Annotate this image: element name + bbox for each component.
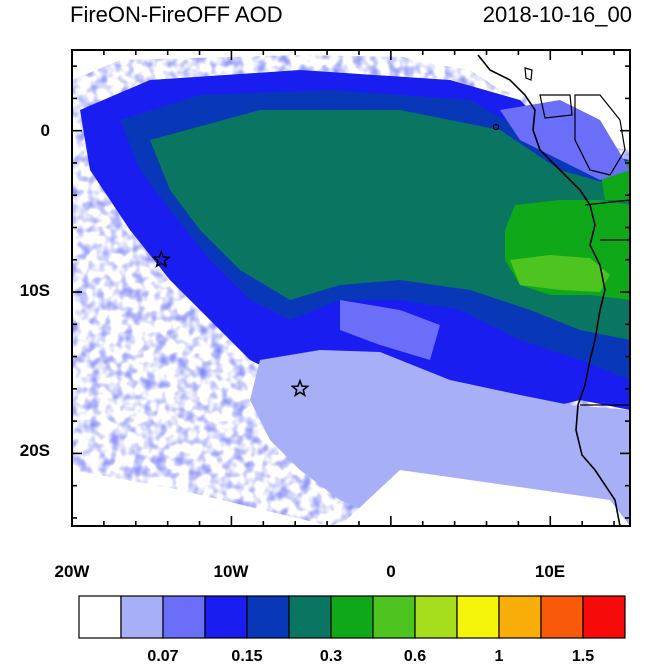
colorbar-label-0: 0.07 — [147, 648, 179, 665]
colorbar-swatch-1 — [120, 595, 164, 639]
colorbar-swatch-11 — [540, 595, 584, 639]
y-tick-label-10s: 10S — [19, 281, 50, 300]
colorbar-swatch-2 — [162, 595, 206, 639]
aod-map — [71, 49, 631, 527]
y-tick-label-0: 0 — [40, 121, 50, 140]
colorbar-swatch-8 — [414, 595, 458, 639]
map-border — [71, 49, 631, 527]
colorbar-swatch-7 — [372, 595, 416, 639]
y-tick-label-20s: 20S — [19, 441, 50, 460]
colorbar-swatch-10 — [498, 595, 542, 639]
station-star-icon-1 — [151, 249, 171, 268]
colorbar-label-3: 0.6 — [403, 648, 427, 665]
map-timestamp: 2018-10-16_00 — [482, 2, 632, 27]
x-tick-label-20w: 20W — [54, 562, 90, 581]
colorbar-swatch-5 — [288, 595, 332, 639]
colorbar-label-1: 0.15 — [231, 648, 263, 665]
x-tick-label-10w: 10W — [213, 562, 249, 581]
colorbar-label-4: 1 — [494, 648, 504, 665]
station-markers — [151, 249, 310, 398]
map-title: FireON-FireOFF AOD — [70, 2, 283, 27]
colorbar-swatch-12 — [582, 595, 626, 639]
colorbar-swatch-4 — [246, 595, 290, 639]
x-tick-label-0: 0 — [386, 562, 396, 581]
colorbar-swatch-3 — [204, 595, 248, 639]
aod-field — [72, 50, 630, 526]
colorbar-label-5: 1.5 — [571, 648, 595, 665]
colorbar — [78, 595, 626, 639]
colorbar-swatch-9 — [456, 595, 500, 639]
axis-ticks — [71, 50, 630, 526]
colorbar-label-2: 0.3 — [319, 648, 343, 665]
colorbar-swatch-0 — [78, 595, 122, 639]
x-tick-label-10e: 10E — [534, 562, 566, 581]
colorbar-swatch-6 — [330, 595, 374, 639]
station-star-icon-2 — [290, 378, 310, 398]
